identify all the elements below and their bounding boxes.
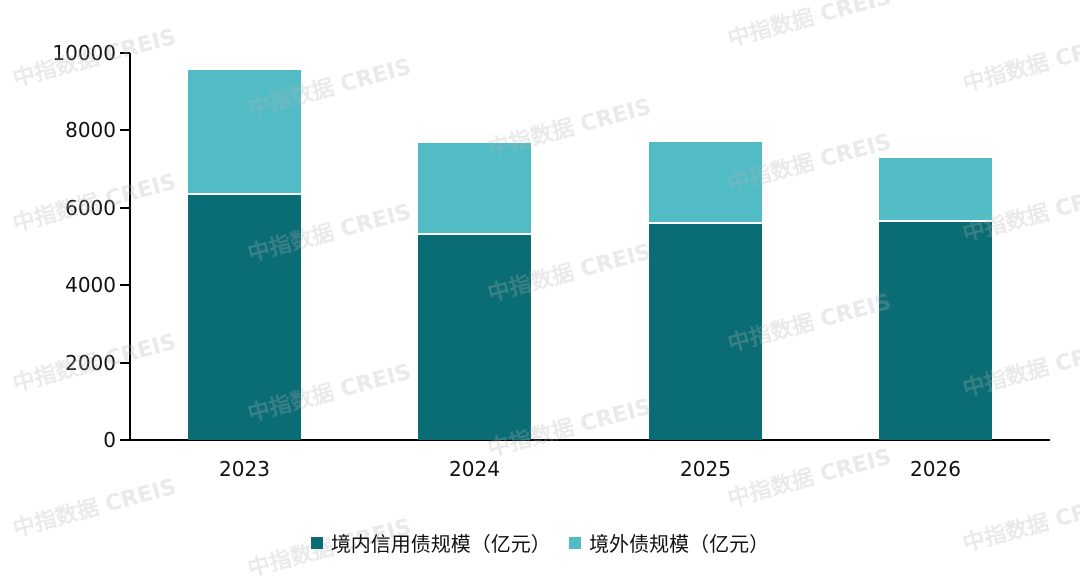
bar-segment-overseas-2024 [418, 142, 531, 233]
y-tick [120, 206, 130, 209]
y-tick [120, 439, 130, 441]
x-tick-label: 2025 [680, 457, 731, 481]
watermark: 中指数据 CREIS [960, 29, 1080, 98]
legend-swatch-overseas [569, 536, 582, 549]
y-tick-label: 2000 [65, 350, 116, 375]
x-tick-label: 2024 [449, 457, 500, 481]
y-tick [120, 284, 130, 287]
bar-segment-overseas-2023 [188, 70, 301, 194]
y-axis [129, 53, 131, 441]
bar-segment-domestic-2025 [649, 224, 762, 440]
bar-segment-overseas-2025 [649, 142, 762, 223]
legend-item-domestic: 境内信用债规模（亿元） [310, 528, 551, 557]
bar-segment-domestic-2023 [188, 195, 301, 440]
legend: 境内信用债规模（亿元） 境外债规模（亿元） [0, 528, 1080, 557]
legend-label-domestic: 境内信用债规模（亿元） [330, 532, 551, 556]
y-tick [120, 52, 130, 54]
y-tick-label: 4000 [65, 273, 116, 298]
bar-segment-domestic-2026 [879, 222, 992, 440]
y-tick-label: 0 [103, 428, 116, 452]
x-tick-label: 2023 [219, 457, 270, 481]
x-tick-label: 2026 [910, 457, 961, 481]
y-tick-label: 10000 [52, 41, 116, 65]
y-tick-label: 8000 [65, 118, 116, 143]
legend-swatch-domestic [310, 536, 323, 549]
legend-label-overseas: 境外债规模（亿元） [589, 532, 770, 556]
legend-item-overseas: 境外债规模（亿元） [569, 528, 769, 557]
watermark: 中指数据 CREIS [725, 0, 894, 53]
y-tick [120, 361, 130, 364]
bar-segment-overseas-2026 [879, 157, 992, 221]
y-tick-label: 6000 [65, 195, 116, 220]
bar-segment-domestic-2024 [418, 234, 531, 440]
x-axis [129, 439, 1050, 441]
y-tick [120, 129, 130, 132]
